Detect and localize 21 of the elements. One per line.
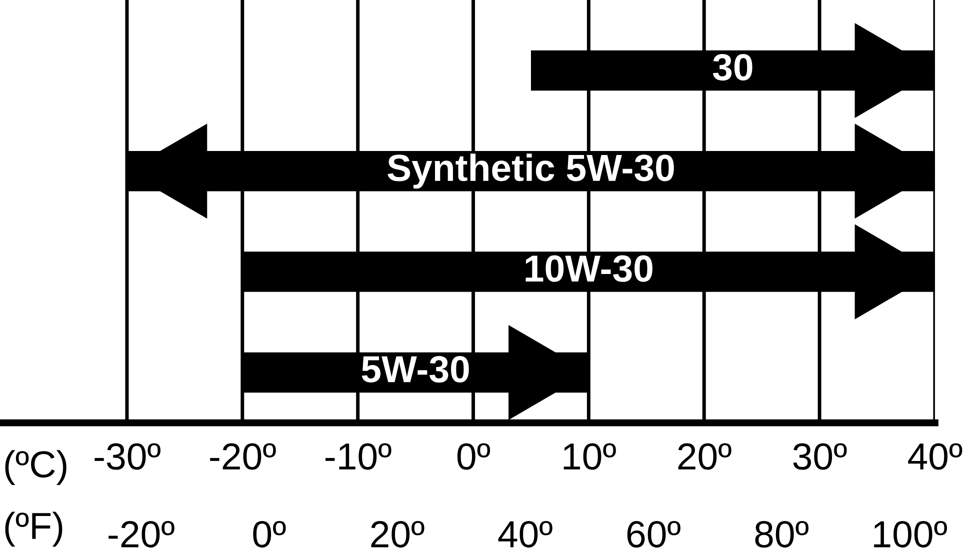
- x2-tick-label: 0º: [253, 520, 286, 548]
- y-tick-label: 5W-30: [362, 356, 469, 383]
- y-tick-label: 30: [712, 54, 752, 81]
- x2-tick-label: 80º: [755, 520, 808, 548]
- x-tick-label: 0º: [457, 443, 490, 470]
- x2-tick-label: 20º: [371, 520, 424, 548]
- y-tick-label: Synthetic 5W-30: [388, 154, 674, 189]
- x2-tick-label: 40º: [498, 520, 552, 548]
- y-tick-label: 10W-30: [526, 255, 652, 282]
- x2-tick-label: -20º: [108, 520, 174, 548]
- x-tick-label: -10º: [326, 443, 392, 470]
- x-tick-label: -30º: [94, 443, 160, 470]
- x-tick-label: 30º: [793, 443, 847, 470]
- x-tick-label: 20º: [678, 443, 732, 470]
- x-tick-label: 40º: [908, 443, 962, 470]
- x-axis-title: (ºC): [5, 450, 66, 486]
- x2-axis-title: (ºF): [5, 512, 62, 547]
- x-tick-label: -20º: [210, 443, 276, 470]
- x-tick-label: 10º: [564, 443, 616, 470]
- x2-tick-label: 60º: [627, 520, 680, 548]
- x2-tick-label: 100º: [874, 520, 948, 548]
